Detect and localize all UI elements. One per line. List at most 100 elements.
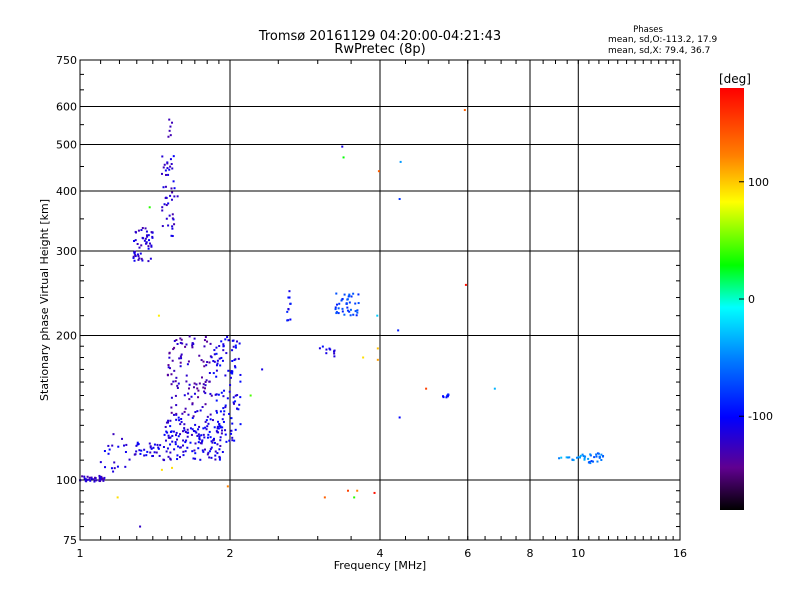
data-point [202, 450, 205, 453]
data-point [187, 392, 190, 395]
data-point [164, 439, 167, 442]
data-point [183, 410, 186, 413]
data-point [425, 387, 428, 390]
data-point [219, 426, 222, 429]
data-point [203, 339, 206, 342]
data-point [222, 413, 225, 416]
data-point [201, 406, 204, 409]
data-point [287, 307, 290, 310]
data-point [183, 429, 186, 432]
data-point [210, 440, 213, 443]
data-point [170, 406, 173, 409]
data-point [583, 457, 586, 460]
data-point [213, 353, 216, 356]
data-point [166, 161, 169, 164]
data-point [399, 160, 402, 163]
data-point [218, 345, 221, 348]
data-point [150, 244, 153, 247]
data-point [239, 373, 242, 376]
data-point [350, 295, 353, 298]
data-point [163, 203, 166, 206]
data-point [169, 419, 172, 422]
data-point [103, 476, 106, 479]
data-point [163, 163, 166, 166]
data-point [236, 407, 239, 410]
data-point [164, 425, 167, 428]
data-point [101, 477, 104, 480]
data-point [166, 431, 169, 434]
data-point [160, 468, 163, 471]
data-point [192, 430, 195, 433]
data-point [167, 366, 170, 369]
data-point [589, 454, 592, 457]
data-point [209, 436, 212, 439]
data-point [198, 435, 201, 438]
data-point [167, 135, 170, 138]
data-point [92, 478, 95, 481]
x-tick-label: 2 [227, 547, 234, 560]
data-point [94, 477, 97, 480]
data-point [138, 449, 141, 452]
data-point [199, 442, 202, 445]
data-point [164, 169, 167, 172]
data-point [167, 173, 170, 176]
data-point [134, 453, 137, 456]
data-point [353, 496, 356, 499]
data-point [239, 396, 242, 399]
data-point [174, 394, 177, 397]
data-point [221, 418, 224, 421]
data-point [181, 430, 184, 433]
data-point [166, 162, 169, 165]
data-point [593, 456, 596, 459]
data-point [169, 443, 172, 446]
data-point [184, 441, 187, 444]
data-point [215, 399, 218, 402]
data-point [140, 449, 143, 452]
data-point [194, 411, 197, 414]
data-point [238, 403, 241, 406]
data-point [86, 478, 89, 481]
data-point [230, 429, 233, 432]
data-point [137, 258, 140, 261]
data-point [107, 444, 110, 447]
data-point [123, 444, 126, 447]
data-point [185, 380, 188, 383]
data-point [204, 426, 207, 429]
data-point [376, 314, 379, 317]
data-point [224, 433, 227, 436]
data-point [210, 394, 213, 397]
data-point [176, 458, 179, 461]
data-point [200, 359, 203, 362]
data-point [238, 342, 241, 345]
data-point [186, 428, 189, 431]
data-point [171, 225, 174, 228]
data-point [208, 361, 211, 364]
data-point [169, 158, 172, 161]
data-point [601, 455, 604, 458]
data-point [157, 314, 160, 317]
data-point [202, 360, 205, 363]
data-point [204, 380, 207, 383]
data-point [214, 454, 217, 457]
data-point [199, 458, 202, 461]
data-point [236, 340, 239, 343]
data-point [217, 420, 220, 423]
data-point [184, 450, 187, 453]
data-point [221, 426, 224, 429]
data-point [139, 252, 142, 255]
data-point [145, 454, 148, 457]
data-point [190, 433, 193, 436]
data-point [222, 344, 225, 347]
data-point [398, 198, 401, 201]
data-point [335, 303, 338, 306]
data-point [215, 430, 218, 433]
data-point [174, 443, 177, 446]
data-point [183, 427, 186, 430]
data-point [207, 451, 210, 454]
data-point [171, 440, 174, 443]
data-point [227, 369, 230, 372]
data-point [191, 346, 194, 349]
data-point [584, 455, 587, 458]
data-point [147, 247, 150, 250]
data-point [150, 231, 153, 234]
